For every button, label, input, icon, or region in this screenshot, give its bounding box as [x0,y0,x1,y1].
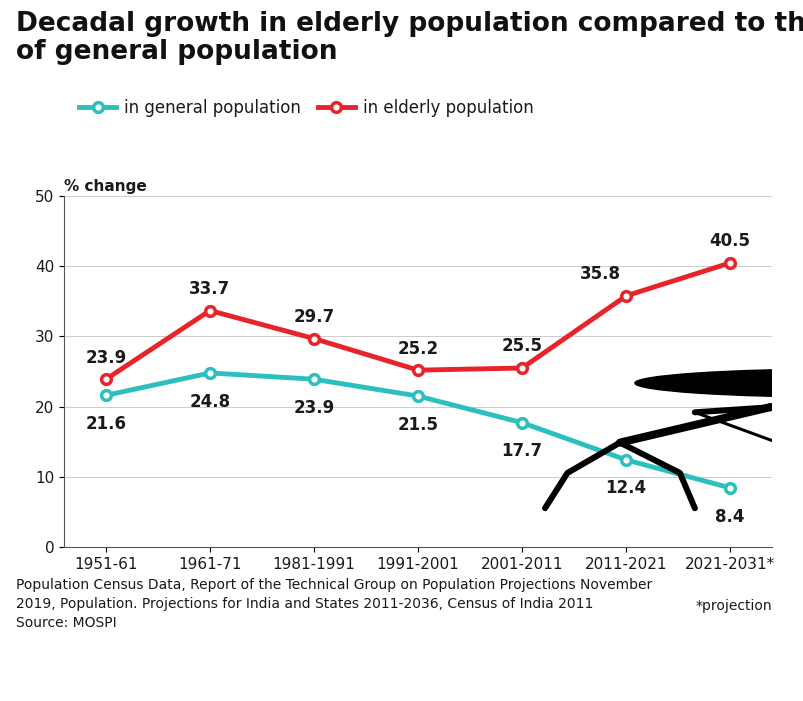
Text: 25.2: 25.2 [397,339,438,358]
Text: 12.4: 12.4 [605,479,646,498]
Text: 35.8: 35.8 [579,265,620,283]
Text: 33.7: 33.7 [190,280,230,298]
Legend: in general population, in elderly population: in general population, in elderly popula… [72,93,540,124]
Text: 21.5: 21.5 [397,416,438,434]
Text: 29.7: 29.7 [293,308,334,326]
Text: of general population: of general population [16,39,337,64]
Text: Source: MOSPI: Source: MOSPI [16,616,116,630]
Text: 23.9: 23.9 [293,399,334,417]
Text: 17.7: 17.7 [501,442,542,461]
Text: 8.4: 8.4 [715,508,744,526]
Text: 25.5: 25.5 [501,337,542,355]
Text: % change: % change [64,179,147,193]
Text: 2019, Population. Projections for India and States 2011-2036, Census of India 20: 2019, Population. Projections for India … [16,597,593,611]
Text: 21.6: 21.6 [85,415,126,433]
Text: 23.9: 23.9 [85,348,126,367]
Text: 40.5: 40.5 [709,232,750,250]
Circle shape [634,369,803,397]
Text: 24.8: 24.8 [190,393,230,411]
Text: Decadal growth in elderly population compared to that: Decadal growth in elderly population com… [16,11,803,36]
Text: *projection: *projection [695,599,771,613]
Text: Population Census Data, Report of the Technical Group on Population Projections : Population Census Data, Report of the Te… [16,578,651,592]
